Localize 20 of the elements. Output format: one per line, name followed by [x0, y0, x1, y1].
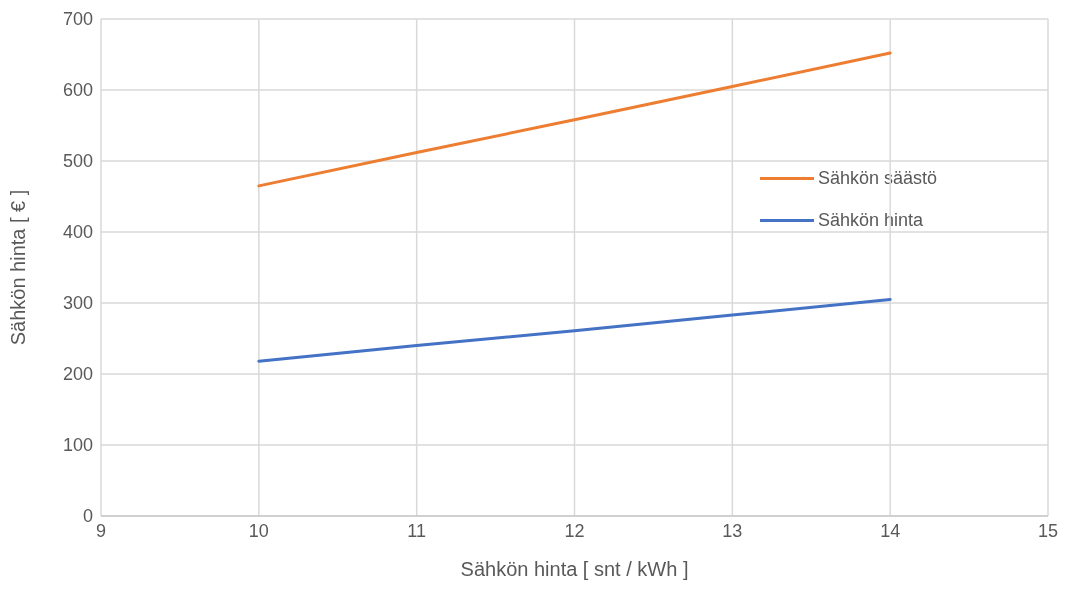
x-tick-label: 14 — [880, 520, 901, 541]
x-tick-label: 15 — [1037, 520, 1059, 541]
line-series — [257, 297, 892, 363]
x-tick-label: 10 — [248, 520, 269, 541]
y-tick-label: 600 — [62, 80, 93, 101]
y-tick-label: 0 — [82, 506, 93, 527]
y-tick-label: 500 — [62, 151, 93, 172]
x-tick-label: 13 — [722, 520, 743, 541]
y-tick-label: 400 — [62, 222, 93, 243]
legend-label: Sähkön hinta — [818, 209, 924, 232]
x-tick-label: 11 — [407, 520, 427, 541]
y-tick-label: 200 — [62, 364, 93, 385]
y-tick-label: 100 — [62, 435, 93, 456]
x-tick-label: 12 — [564, 520, 585, 541]
y-tick-label: 700 — [62, 9, 93, 30]
y-tick-label: 300 — [62, 293, 93, 314]
x-tick-label: 9 — [95, 520, 107, 541]
legend-label: Sähkön säästö — [818, 167, 938, 190]
y-axis-title: Sähkön hinta [ € ] — [7, 189, 30, 346]
x-axis-title: Sähkön hinta [ snt / kWh ] — [460, 558, 689, 580]
